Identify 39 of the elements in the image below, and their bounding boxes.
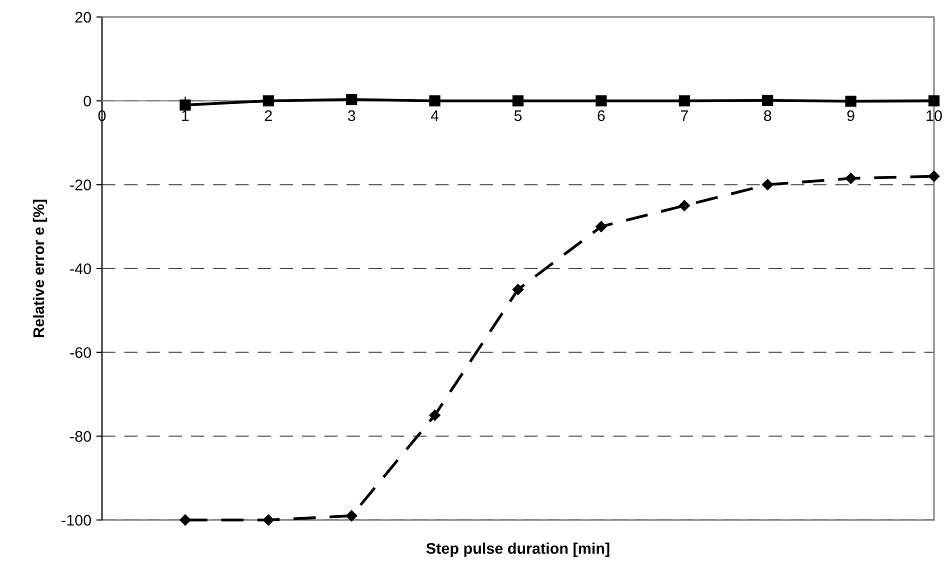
y-tick-label: 0	[84, 96, 91, 107]
point	[678, 200, 690, 212]
x-tick-label: 1	[182, 110, 189, 121]
point	[928, 170, 940, 182]
point	[512, 284, 524, 296]
point	[429, 410, 440, 421]
y-tick-label: -40	[70, 263, 91, 274]
point	[512, 95, 524, 106]
y-tick-label: 20	[75, 12, 91, 23]
x-tick-label: 2	[264, 110, 272, 121]
x-tick-label: 4	[430, 110, 439, 121]
point	[762, 179, 774, 190]
point	[180, 99, 191, 111]
x-tick-label: 5	[514, 110, 522, 122]
x-tick-label: 3	[348, 110, 356, 122]
point	[262, 95, 274, 106]
x-tick-label: 7	[680, 110, 688, 121]
y-tick-label: -80	[70, 431, 91, 442]
point	[180, 514, 191, 526]
y-tick-label: -60	[70, 347, 91, 358]
x-tick-label: 8	[764, 110, 772, 122]
y-tick-label: -20	[70, 180, 91, 190]
x-tick-label: 9	[847, 110, 854, 122]
point	[678, 95, 690, 106]
point	[845, 172, 856, 184]
x-tick-label: 6	[598, 110, 605, 122]
point	[346, 94, 358, 106]
point	[762, 94, 774, 106]
point	[262, 514, 274, 526]
point	[928, 95, 940, 106]
point	[346, 510, 358, 522]
y-tick-label: -100	[62, 514, 91, 526]
x-tick-label: 10	[926, 110, 942, 122]
x-axis-title: Step pulse duration [min]	[426, 542, 610, 557]
point	[845, 96, 856, 107]
y-axis-title: Relative error e [%]	[32, 200, 48, 338]
point	[429, 95, 440, 106]
point	[596, 220, 607, 232]
point	[596, 95, 607, 106]
